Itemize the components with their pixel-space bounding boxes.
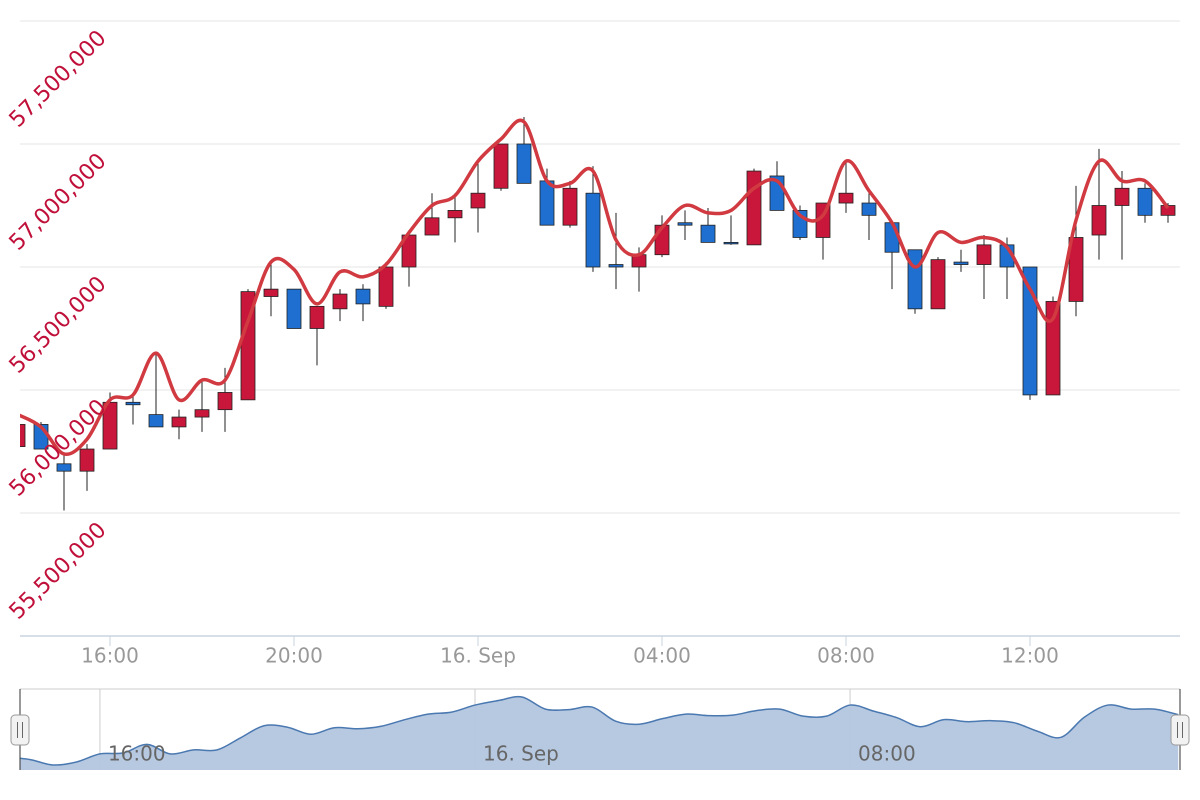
y-tick-label: 56,000,000 <box>5 395 112 502</box>
candle-body <box>976 244 992 265</box>
navigator-label: 16:00 <box>108 742 166 766</box>
candle-body <box>171 416 187 428</box>
candle-body <box>447 210 463 219</box>
x-tick-label: 12:00 <box>1001 644 1059 668</box>
candle-body <box>470 192 486 209</box>
candle-body <box>907 249 923 310</box>
candle-body <box>953 261 969 265</box>
candle-body <box>148 414 164 428</box>
x-tick-label: 20:00 <box>265 644 323 668</box>
candle-body <box>493 143 509 189</box>
candle-body <box>20 424 26 447</box>
candle-body <box>1045 301 1061 396</box>
candle-body <box>355 288 371 305</box>
candle-body <box>562 187 578 226</box>
candle-body <box>309 305 325 329</box>
navigator-handle[interactable] <box>10 714 30 746</box>
candle-body <box>700 224 716 243</box>
candle-body <box>608 264 624 268</box>
handle-left[interactable] <box>10 714 30 746</box>
navigator-area <box>20 696 1179 770</box>
candle-body <box>332 293 348 310</box>
candle-body <box>56 463 72 472</box>
candle-body <box>838 192 854 204</box>
candle-body <box>539 180 555 226</box>
candle-body <box>746 170 762 246</box>
candle-body <box>1114 187 1130 206</box>
candle-body <box>861 202 877 216</box>
candle-body <box>194 409 210 418</box>
candle-body <box>1137 187 1153 216</box>
x-tick-label: 16. Sep <box>440 644 516 668</box>
candle-body <box>217 392 233 411</box>
handle-right[interactable] <box>1170 714 1190 746</box>
candle-body <box>378 266 394 307</box>
x-tick-label: 04:00 <box>633 644 691 668</box>
navigator-handle[interactable] <box>1170 714 1190 746</box>
spline-line <box>20 118 1170 457</box>
candle-body <box>884 222 900 253</box>
candle-body <box>263 288 279 297</box>
y-tick-label: 56,500,000 <box>5 272 112 379</box>
candle-body <box>516 143 532 184</box>
candle-body <box>424 217 440 236</box>
navigator-label: 08:00 <box>858 742 916 766</box>
y-tick-label: 57,000,000 <box>5 149 112 256</box>
x-tick-label: 08:00 <box>817 644 875 668</box>
candle-body <box>723 241 739 245</box>
x-tick-label: 16:00 <box>81 644 139 668</box>
navigator-label: 16. Sep <box>483 742 559 766</box>
candle-body <box>1068 237 1084 302</box>
candle-body <box>1091 205 1107 236</box>
candle-body <box>930 259 946 310</box>
candle-body <box>79 448 95 472</box>
navigator-line <box>20 695 1179 766</box>
candle-body <box>286 288 302 329</box>
y-tick-label: 55,500,000 <box>5 518 112 625</box>
y-tick-label: 57,500,000 <box>5 26 112 133</box>
candle-body <box>677 222 693 226</box>
candle-body <box>585 192 601 268</box>
candle-body <box>125 401 141 406</box>
